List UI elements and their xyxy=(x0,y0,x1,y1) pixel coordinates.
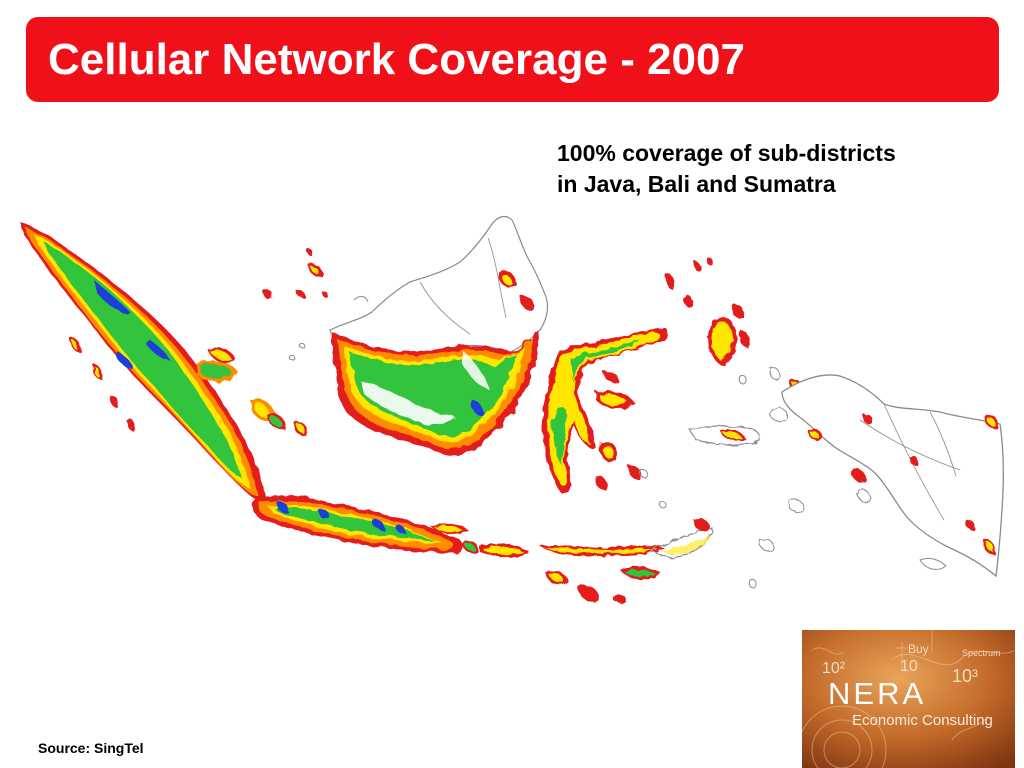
island-sulawesi xyxy=(541,327,668,495)
nera-logo-artwork xyxy=(802,630,1015,768)
nera-logo: Buy Spectrum 10² 10 10³ NERA Economic Co… xyxy=(802,630,1015,768)
logo-deco-spectrum: Spectrum xyxy=(962,648,1001,658)
source-credit: Source: SingTel xyxy=(38,740,144,756)
logo-deco-10-squared: 10² xyxy=(822,660,846,677)
logo-deco-10: 10 xyxy=(900,658,918,675)
islands-west xyxy=(70,247,329,436)
logo-tagline: Economic Consulting xyxy=(852,712,993,729)
islands-nusa-tenggara xyxy=(430,523,713,603)
logo-name: NERA xyxy=(828,676,927,711)
title-banner: Cellular Network Coverage - 2007 xyxy=(26,17,999,102)
annotation-line-1: 100% coverage of sub-districts xyxy=(557,140,896,166)
island-sumatra xyxy=(20,222,276,505)
logo-deco-buy: Buy xyxy=(908,642,929,656)
annotation-line-2: in Java, Bali and Sumatra xyxy=(557,171,836,197)
slide-title: Cellular Network Coverage - 2007 xyxy=(48,35,745,84)
indonesia-coverage-map xyxy=(20,215,1004,603)
island-borneo xyxy=(329,215,549,456)
island-papua xyxy=(781,374,1004,578)
islands-uncovered xyxy=(288,343,757,589)
logo-deco-10-cubed: 10³ xyxy=(952,666,979,686)
islands-maluku xyxy=(665,257,871,553)
coverage-annotation: 100% coverage of sub-districts in Java, … xyxy=(557,138,997,200)
island-java xyxy=(252,496,464,555)
